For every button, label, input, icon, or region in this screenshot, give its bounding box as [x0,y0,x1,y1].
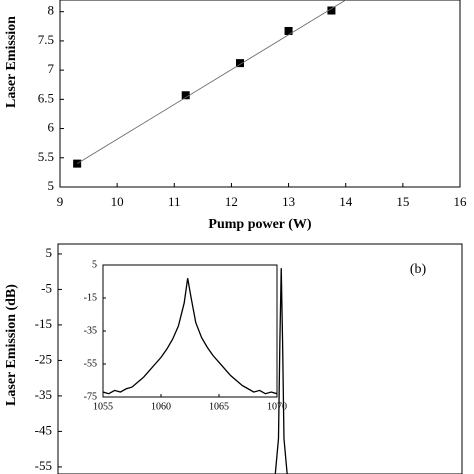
x-tick-label: 1055 [93,401,113,412]
y-axis-label: Laser Emission [4,16,19,108]
x-tick-label: 10 [111,194,124,209]
y-tick-label: -55 [84,358,97,369]
x-tick-label: 1070 [267,401,287,412]
marker [284,26,293,35]
y-tick-label: 5 [46,245,53,260]
plot-frame [57,243,463,474]
marker [73,159,82,168]
x-tick-label: 15 [396,194,409,209]
x-tick-label: 13 [282,194,295,209]
y-axis-label: Laser Emission (dB) [4,284,19,406]
y-tick-label: -45 [35,422,52,437]
y-tick-label: 6 [48,120,55,135]
x-tick-label: 16 [454,194,468,209]
x-tick-label: 12 [225,194,238,209]
plot-area [274,268,288,474]
y-tick-label: 7 [48,61,55,76]
y-tick-label: -15 [35,316,52,331]
marker [181,91,190,100]
x-axis-label: Pump power (W) [208,217,312,232]
y-tick-label: 7.5 [38,32,54,47]
y-tick-label: -55 [35,458,52,473]
y-tick-label: -5 [41,280,52,295]
marker [327,6,336,15]
x-tick-label: 1060 [151,401,171,412]
line [76,0,346,164]
y-tick-label: -25 [35,351,52,366]
y-tick-label: -15 [84,292,97,303]
x-tick-label: 1065 [209,401,229,412]
y-tick-label: 6.5 [38,90,54,105]
inset-background [103,265,277,397]
plot-area [103,278,277,395]
plot-area [73,0,346,168]
x-tick-label: 9 [57,194,64,209]
y-tick-label: 5 [48,178,55,193]
y-tick-label: -35 [84,325,97,336]
y-tick-label: 8 [48,3,55,18]
y-tick-label: 5 [92,259,97,270]
y-tick-label: -75 [84,391,97,402]
line [103,278,277,395]
marker [236,59,244,68]
x-tick-label: 11 [168,194,181,209]
x-tick-label: 14 [339,194,353,209]
plot-frame [59,0,461,188]
y-tick-label: 5.5 [38,149,54,164]
line [274,268,288,474]
annotation: (b) [410,262,427,277]
y-tick-label: -35 [35,387,52,402]
